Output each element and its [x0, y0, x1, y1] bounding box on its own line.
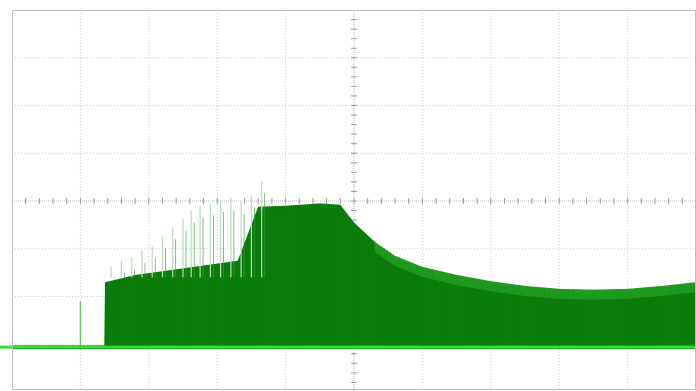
signal-trace	[0, 180, 696, 350]
